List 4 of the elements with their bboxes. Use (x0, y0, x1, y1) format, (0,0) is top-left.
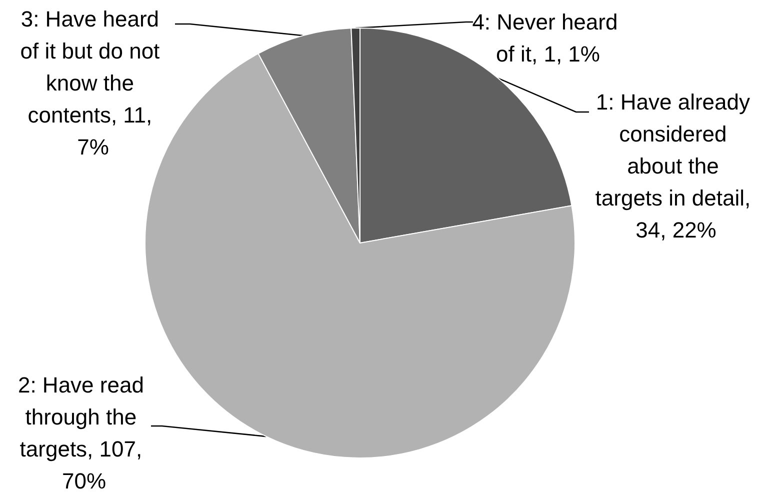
slice-label: 2: Have read through the targets, 107, 70% (18, 372, 150, 494)
slice-label: 1: Have already considered about the targets in detail, 34, 22% (595, 90, 757, 242)
slice-label: 4: Never heard of it, 1, 1% (472, 10, 624, 66)
slice-label: 3: Have heard of it but do not know the contents, 11, 7% (20, 6, 166, 160)
